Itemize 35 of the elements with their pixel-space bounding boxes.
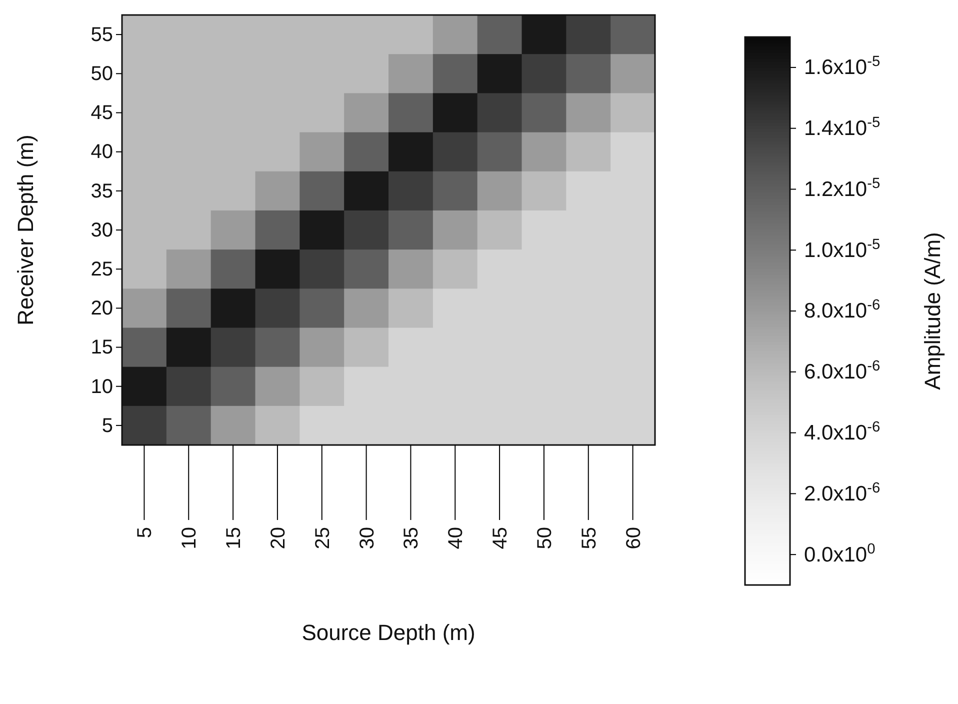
color-bar-label: 2.0x10$^{-6}$ — [804, 480, 880, 506]
y-tick-label: 30 — [90, 219, 113, 242]
y-tick-label: 10 — [90, 376, 113, 398]
y-tick-label: 35 — [90, 180, 113, 202]
color-bar-label: 1.0x10$^{-5}$ — [804, 236, 880, 262]
x-axis-title: Source Depth (m) — [302, 620, 476, 645]
color-bar-label: 0.0x10$^{0}$ — [804, 541, 876, 566]
x-tick-label: 60 — [622, 527, 645, 550]
x-tick-label: 25 — [312, 527, 334, 550]
y-tick-label: 45 — [90, 102, 113, 124]
y-tick-label: 50 — [90, 63, 113, 86]
x-tick-label: 45 — [490, 527, 512, 550]
color-bar-label: 8.0x10$^{-6}$ — [804, 298, 880, 323]
color-bar-label: 1.6x10$^{-5}$ — [804, 54, 880, 80]
y-tick-label: 5 — [102, 414, 113, 437]
color-bar-label: 1.4x10$^{-5}$ — [804, 115, 880, 140]
x-tick-label: 10 — [178, 527, 201, 550]
y-tick-label: 25 — [90, 258, 113, 280]
x-tick-label: 15 — [223, 527, 246, 550]
x-tick-label: 55 — [578, 527, 600, 550]
x-tick-label: 5 — [134, 527, 156, 538]
color-bar-label: 6.0x10$^{-6}$ — [804, 358, 880, 384]
color-bar-title: Amplitude (A/m) — [920, 232, 945, 390]
y-axis-title: Receiver Depth (m) — [13, 134, 38, 326]
y-tick-label: 40 — [90, 141, 113, 164]
color-bar-label: 4.0x10$^{-6}$ — [804, 420, 880, 444]
y-tick-label: 15 — [90, 336, 113, 359]
color-bar-label: 1.2x10$^{-5}$ — [804, 176, 880, 201]
y-tick-label: 20 — [90, 298, 113, 320]
x-tick-label: 40 — [445, 527, 468, 550]
x-tick-label: 20 — [267, 527, 290, 550]
x-tick-label: 30 — [356, 527, 378, 550]
x-tick-label: 50 — [534, 527, 556, 550]
x-tick-label: 35 — [400, 527, 423, 550]
y-tick-label: 55 — [90, 24, 113, 46]
